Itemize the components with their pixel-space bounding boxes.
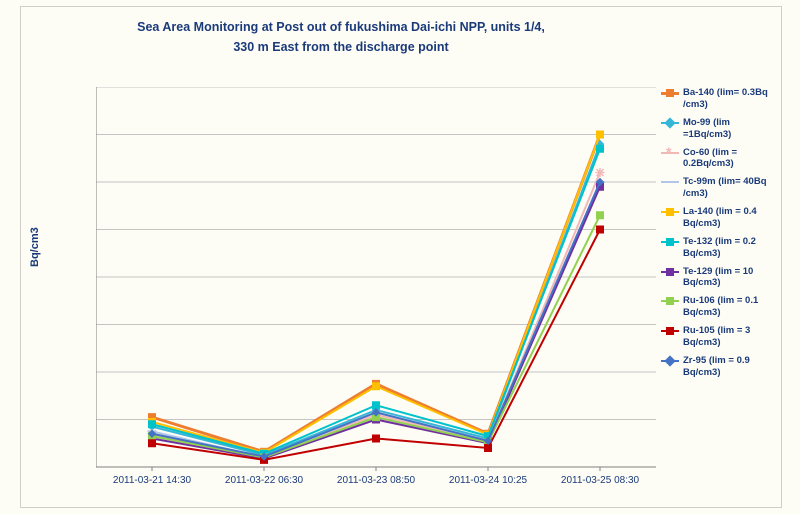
legend-swatch [661, 236, 679, 248]
legend-swatch: * [661, 147, 679, 159]
legend-item: Zr-95 (lim = 0.9 Bq/cm3) [661, 355, 777, 379]
svg-text:2011-03-24 10:25: 2011-03-24 10:25 [449, 475, 528, 486]
legend-swatch [661, 355, 679, 367]
legend-swatch [661, 266, 679, 278]
legend-item: Ru-105 (lim = 3 Bq/cm3) [661, 325, 777, 349]
legend-item: Tc-99m (lim= 40Bq /cm3) [661, 176, 777, 200]
legend-swatch [661, 325, 679, 337]
legend-item: Te-129 (lim = 10 Bq/cm3) [661, 266, 777, 290]
svg-text:2011-03-22 06:30: 2011-03-22 06:30 [225, 475, 304, 486]
legend-item: Te-132 (lim = 0.2 Bq/cm3) [661, 236, 777, 260]
svg-text:2011-03-23 08:50: 2011-03-23 08:50 [337, 475, 416, 486]
legend-swatch [661, 117, 679, 129]
legend-label: Ba-140 (lim= 0.3Bq /cm3) [683, 87, 777, 111]
title-line-1: Sea Area Monitoring at Post out of fukus… [137, 20, 545, 34]
legend-item: Ba-140 (lim= 0.3Bq /cm3) [661, 87, 777, 111]
legend-label: Te-132 (lim = 0.2 Bq/cm3) [683, 236, 777, 260]
legend-item: Mo-99 (lim =1Bq/cm3) [661, 117, 777, 141]
title-line-2: 330 m East from the discharge point [233, 40, 448, 54]
legend-item: * Co-60 (lim = 0.2Bq/cm3) [661, 147, 777, 171]
line-chart: 0.0E+001.0E+012.0E+013.0E+014.0E+015.0E+… [96, 87, 656, 497]
legend-label: Mo-99 (lim =1Bq/cm3) [683, 117, 777, 141]
chart-title: Sea Area Monitoring at Post out of fukus… [61, 17, 621, 57]
legend-item: Ru-106 (lim = 0.1 Bq/cm3) [661, 295, 777, 319]
legend-swatch [661, 176, 679, 188]
legend-item: La-140 (lim = 0.4 Bq/cm3) [661, 206, 777, 230]
legend-label: Ru-106 (lim = 0.1 Bq/cm3) [683, 295, 777, 319]
legend: Ba-140 (lim= 0.3Bq /cm3) Mo-99 (lim =1Bq/… [661, 87, 777, 385]
svg-text:2011-03-25 08:30: 2011-03-25 08:30 [561, 475, 640, 486]
legend-label: La-140 (lim = 0.4 Bq/cm3) [683, 206, 777, 230]
legend-label: Ru-105 (lim = 3 Bq/cm3) [683, 325, 777, 349]
legend-label: Tc-99m (lim= 40Bq /cm3) [683, 176, 777, 200]
y-axis-label: Bq/cm3 [29, 227, 41, 267]
legend-label: Co-60 (lim = 0.2Bq/cm3) [683, 147, 777, 171]
legend-label: Zr-95 (lim = 0.9 Bq/cm3) [683, 355, 777, 379]
legend-label: Te-129 (lim = 10 Bq/cm3) [683, 266, 777, 290]
chart-figure: Sea Area Monitoring at Post out of fukus… [20, 6, 782, 508]
svg-text:2011-03-21 14:30: 2011-03-21 14:30 [113, 475, 192, 486]
legend-swatch [661, 206, 679, 218]
legend-swatch [661, 87, 679, 99]
legend-swatch [661, 295, 679, 307]
